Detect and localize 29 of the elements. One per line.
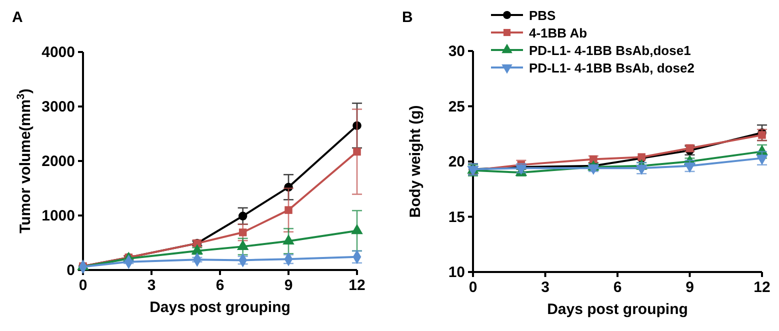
- x-tick-label: 9: [686, 279, 694, 296]
- y-tick-label: 3000: [42, 98, 75, 116]
- legend-label: PBS: [529, 8, 556, 23]
- legend-label: 4-1BB Ab: [529, 26, 588, 40]
- legend-label: PD-L1- 4-1BB BsAb, dose2: [529, 60, 694, 76]
- x-tick-label: 6: [613, 279, 622, 296]
- y-tick-label: 0: [66, 262, 75, 279]
- x-tick-label: 12: [754, 279, 770, 296]
- y-tick-label: 15: [448, 208, 465, 226]
- x-tick-label: 9: [284, 277, 293, 294]
- x-axis-title: Days post grouping: [547, 301, 688, 318]
- x-tick-label: 6: [216, 277, 224, 294]
- y-axis-title: Body weight (g): [407, 105, 424, 218]
- y-tick-label: 30: [448, 43, 465, 60]
- x-tick-label: 3: [147, 277, 156, 294]
- x-tick-label: 3: [541, 279, 550, 296]
- x-tick-label: 12: [348, 277, 366, 294]
- y-tick-label: 20: [448, 154, 465, 170]
- y-tick-label: 10: [448, 264, 465, 281]
- y-tick-label: 25: [448, 98, 465, 116]
- x-tick-label: 0: [78, 277, 88, 294]
- y-tick-label: 1000: [42, 208, 75, 224]
- chart-title: B: [402, 9, 413, 26]
- chart-title: A: [12, 9, 23, 26]
- x-axis-title: Days post grouping: [150, 299, 290, 316]
- legend-label: PD-L1- 4-1BB BsAb,dose1: [529, 43, 691, 58]
- y-tick-label: 4000: [42, 44, 75, 61]
- x-tick-label: 0: [468, 279, 478, 296]
- y-tick-label: 2000: [42, 153, 75, 170]
